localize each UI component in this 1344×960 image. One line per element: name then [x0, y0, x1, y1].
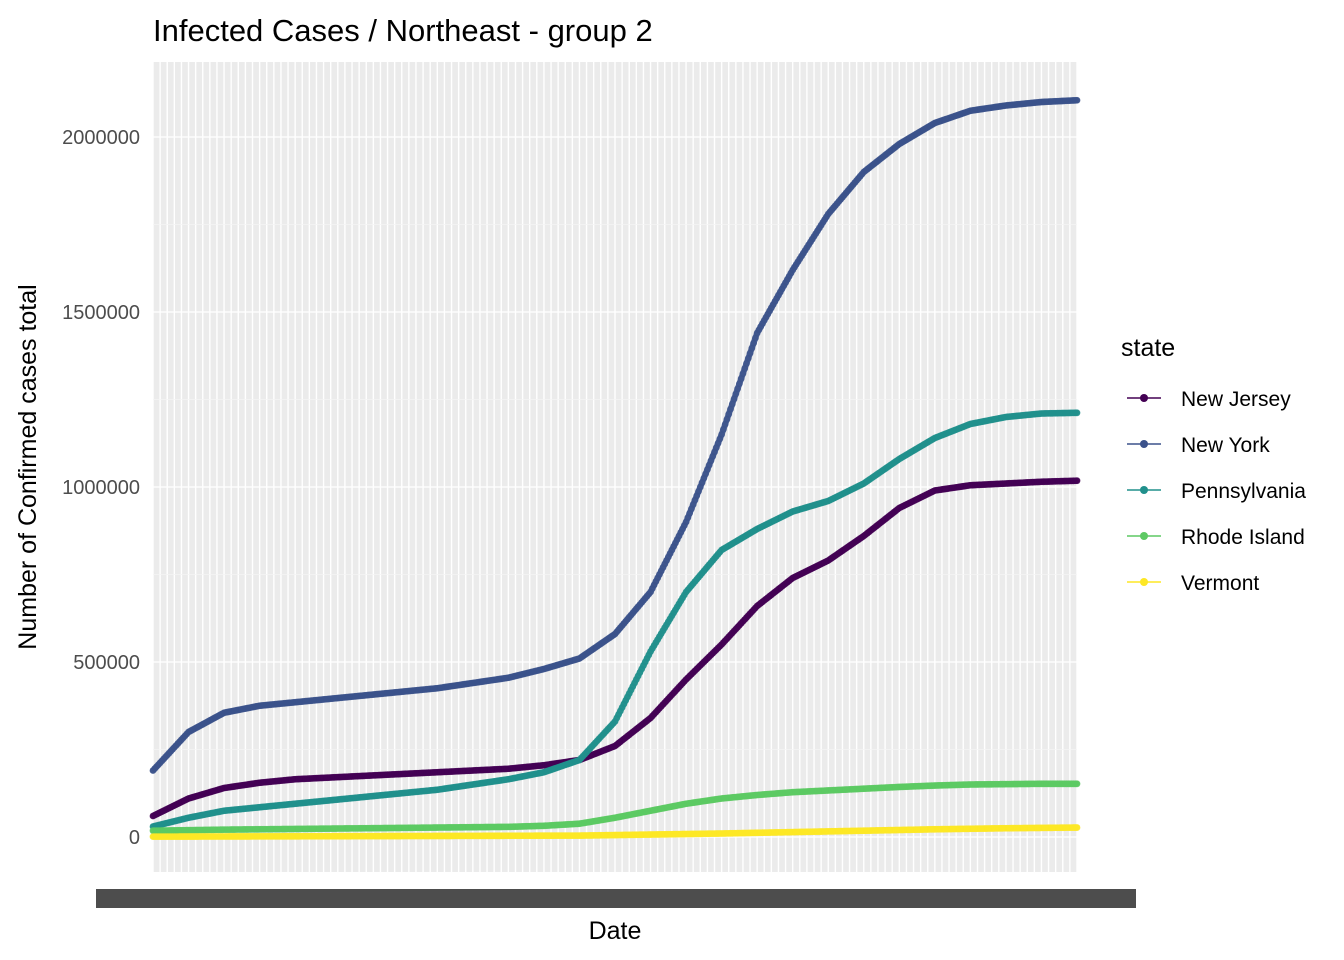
data-point — [1073, 477, 1081, 485]
x-tick-labels — [96, 889, 1136, 908]
x-gridlines — [152, 62, 1078, 872]
legend-label: Rhode Island — [1181, 526, 1305, 549]
data-point — [1073, 824, 1081, 831]
legend-label: Pennsylvania — [1181, 480, 1306, 503]
y-tick-labels: 0 500000 1000000 1500000 2000000 — [62, 127, 140, 849]
legend-key-point — [1140, 486, 1148, 494]
legend-key-point — [1140, 394, 1148, 402]
legend-label: New York — [1181, 434, 1270, 457]
y-tick-label: 500000 — [73, 652, 140, 674]
legend-title: state — [1121, 334, 1175, 362]
legend-item: Pennsylvania — [1127, 480, 1306, 503]
y-tick-label: 1000000 — [62, 477, 140, 499]
legend-item: Rhode Island — [1127, 526, 1305, 549]
legend-key-point — [1140, 578, 1148, 586]
legend-key-point — [1140, 440, 1148, 448]
legend-label: Vermont — [1181, 572, 1259, 595]
series-new-jersey — [149, 477, 1081, 820]
legend-item: New Jersey — [1127, 388, 1291, 411]
series-layer — [149, 96, 1081, 841]
series-pennsylvania — [149, 409, 1081, 830]
series-rhode-island — [149, 780, 1081, 835]
y-tick-label: 1500000 — [62, 302, 140, 324]
legend-label: New Jersey — [1181, 388, 1291, 411]
x-axis-title: Date — [589, 917, 642, 945]
data-point — [1073, 780, 1081, 788]
x-tick-label-band — [96, 889, 1136, 908]
y-axis-title: Number of Confirmed cases total — [14, 284, 42, 649]
legend-item: New York — [1127, 434, 1270, 457]
legend-key-point — [1140, 532, 1148, 540]
y-tick-label: 0 — [129, 827, 140, 849]
data-point — [1073, 409, 1081, 417]
data-point — [1073, 96, 1081, 104]
series-new-york — [149, 96, 1081, 774]
legend-item: Vermont — [1127, 572, 1259, 595]
legend-items: New Jersey New York Pennsylvania Rhode Isla… — [1127, 388, 1306, 595]
legend: state New Jersey New York Pennsylvania Rhod… — [1121, 334, 1306, 595]
chart-title: Infected Cases / Northeast - group 2 — [153, 13, 653, 48]
series-vermont — [149, 824, 1081, 841]
y-tick-label: 2000000 — [62, 127, 140, 149]
